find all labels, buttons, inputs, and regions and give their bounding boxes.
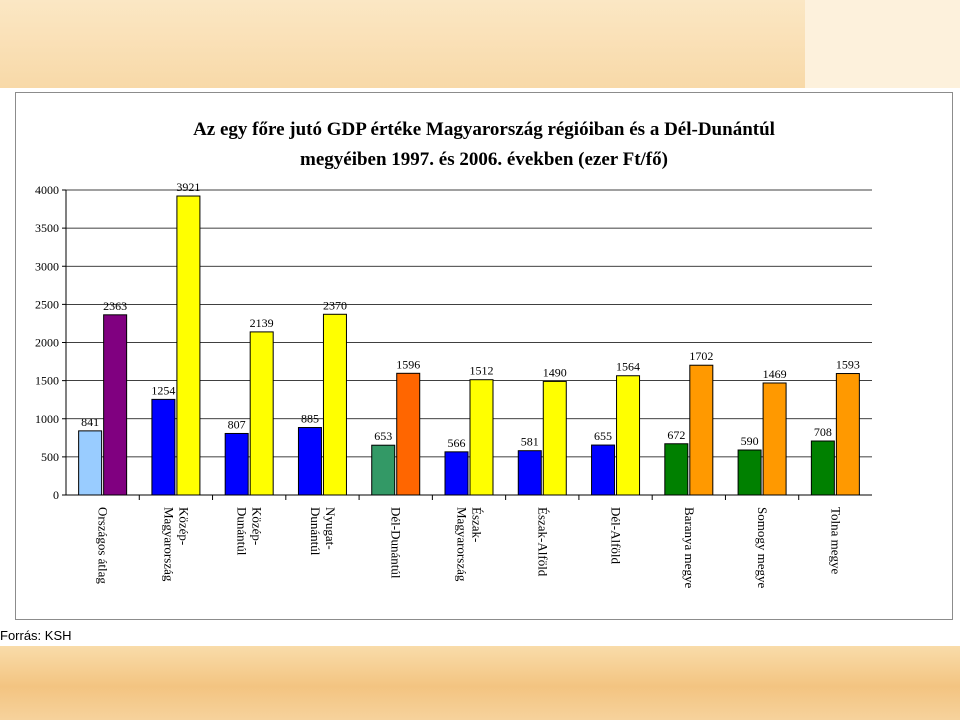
category-label-line: Észak-Alföld	[535, 507, 550, 577]
gdp-bar-chart: Az egy főre jutó GDP értéke Magyarország…	[35, 119, 872, 588]
category-label-line: Közép-	[176, 507, 191, 545]
y-tick-label: 500	[41, 450, 59, 464]
data-label-s1-1: 841	[81, 415, 99, 429]
bar-s1-11	[810, 440, 835, 496]
chart-title-line-2: megyéiben 1997. és 2006. években (ezer F…	[300, 149, 668, 170]
category-label-line: Magyarország	[161, 507, 176, 582]
data-label-s2-6: 1512	[470, 364, 494, 378]
category-label-line: Tolna megye	[828, 507, 843, 575]
category-label-9: Baranya megye	[682, 507, 697, 588]
category-label-2: Közép-Magyarország	[161, 507, 191, 582]
y-tick-label: 0	[53, 488, 59, 502]
bar-s1-10	[737, 449, 762, 496]
data-label-s2-2: 3921	[176, 180, 200, 194]
data-label-s2-5: 1596	[396, 357, 420, 371]
bar-s1-5	[371, 444, 396, 496]
category-label-11: Tolna megye	[828, 507, 843, 575]
category-label-8: Dél-Alföld	[609, 507, 624, 565]
top-corner-decor	[805, 0, 960, 88]
bar-s2-5	[396, 372, 421, 496]
data-label-s2-10: 1469	[763, 367, 787, 381]
category-label-3: Közép-Dunántúl	[235, 507, 265, 556]
chart-frame: Az egy főre jutó GDP értéke Magyarország…	[15, 92, 953, 620]
bar-s1-2	[151, 398, 176, 496]
y-tick-label: 3000	[35, 259, 59, 273]
bar-s2-8	[616, 375, 641, 496]
category-label-4: Nyugat-Dunántúl	[308, 507, 338, 556]
data-label-s1-8: 655	[594, 429, 612, 443]
bar-s1-7	[517, 450, 542, 496]
category-label-line: Dél-Dunántúl	[389, 507, 404, 579]
data-label-s2-11: 1593	[836, 358, 860, 372]
bottom-decor-band	[0, 646, 960, 720]
data-label-s1-2: 1254	[151, 383, 175, 397]
y-tick-label: 1500	[35, 374, 59, 388]
data-label-s2-8: 1564	[616, 360, 640, 374]
category-label-1: Országos átlag	[96, 507, 111, 584]
bar-s2-3	[249, 331, 274, 496]
bar-s2-7	[542, 380, 567, 496]
category-label-line: Dunántúl	[308, 507, 323, 556]
y-tick-label: 4000	[35, 183, 59, 197]
data-label-s1-9: 672	[667, 428, 685, 442]
chart-title-line-1: Az egy főre jutó GDP értéke Magyarország…	[193, 119, 775, 140]
data-label-s1-3: 807	[228, 417, 246, 431]
data-label-s2-4: 2370	[323, 298, 347, 312]
data-label-s1-5: 653	[374, 429, 392, 443]
bar-s2-6	[469, 379, 494, 496]
bar-s1-1	[78, 430, 103, 496]
category-label-10: Somogy megye	[755, 507, 770, 588]
y-tick-label: 3500	[35, 221, 59, 235]
source-note: Forrás: KSH	[0, 628, 72, 643]
bars	[78, 195, 860, 496]
bar-s2-11	[835, 373, 860, 496]
y-tick-label: 2000	[35, 336, 59, 350]
bar-s2-9	[689, 364, 714, 496]
category-label-line: Országos átlag	[96, 507, 111, 584]
bar-s2-1	[103, 314, 128, 496]
data-label-s1-6: 566	[448, 436, 466, 450]
category-label-7: Észak-Alföld	[535, 507, 550, 577]
bar-s1-8	[591, 444, 616, 496]
data-label-s1-7: 581	[521, 435, 539, 449]
data-label-s1-11: 708	[814, 425, 832, 439]
bar-s1-9	[664, 443, 689, 496]
data-label-s1-10: 590	[741, 434, 759, 448]
data-label-s2-7: 1490	[543, 365, 567, 379]
y-tick-label: 1000	[35, 412, 59, 426]
category-label-line: Magyarország	[455, 507, 470, 582]
bar-s2-2	[176, 195, 201, 496]
top-decor-band	[0, 0, 805, 88]
category-label-line: Dél-Alföld	[609, 507, 624, 565]
category-label-6: Észak-Magyarország	[455, 507, 485, 582]
category-label-line: Somogy megye	[755, 507, 770, 588]
category-label-line: Közép-	[250, 507, 265, 545]
data-label-s2-1: 2363	[103, 299, 127, 313]
data-labels: 841 2363 1254 3921 807 2139 885 2370 653 1596 566 1…	[81, 180, 860, 450]
category-label-line: Baranya megye	[682, 507, 697, 588]
data-label-s1-4: 885	[301, 412, 319, 426]
data-label-s2-9: 1702	[689, 349, 713, 363]
bar-s1-6	[444, 451, 469, 496]
bar-s2-4	[322, 313, 347, 496]
bar-s2-10	[762, 382, 787, 496]
bar-s1-4	[297, 427, 322, 496]
bar-s1-3	[224, 432, 249, 496]
category-label-line: Észak-	[470, 507, 485, 542]
data-label-s2-3: 2139	[250, 316, 274, 330]
category-label-5: Dél-Dunántúl	[389, 507, 404, 579]
y-tick-label: 2500	[35, 297, 59, 311]
category-labels: Országos átlag Közép-Magyarország Közép-Du…	[96, 507, 844, 588]
category-label-line: Nyugat-	[323, 507, 338, 550]
category-label-line: Dunántúl	[235, 507, 250, 556]
